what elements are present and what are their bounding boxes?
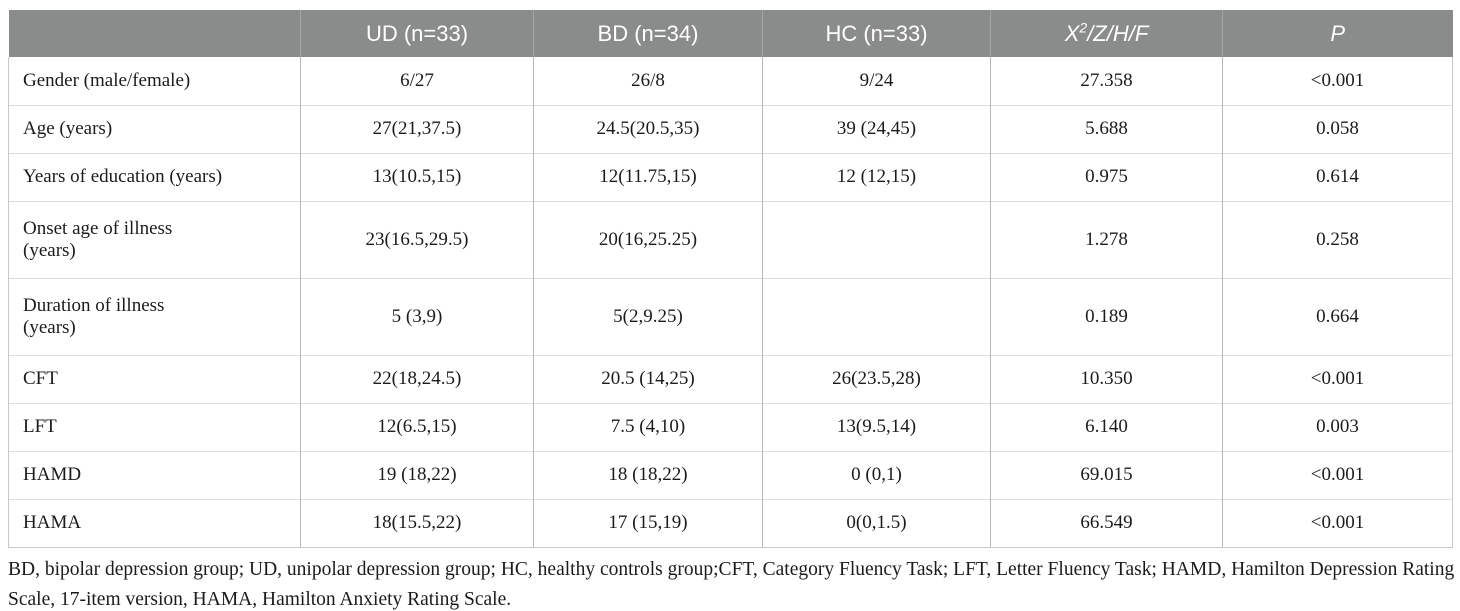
demographics-table: UD (n=33) BD (n=34) HC (n=33) X2/Z/H/F P… — [8, 10, 1453, 548]
stat-base: X — [1064, 20, 1080, 46]
row-label: CFT — [8, 354, 301, 403]
cell-p: 0.614 — [1222, 152, 1453, 201]
cell-p: 0.664 — [1222, 277, 1453, 355]
cell-hc: 12 (12,15) — [762, 152, 991, 201]
row-label: Age (years) — [8, 104, 301, 153]
cell-ud: 23(16.5,29.5) — [300, 200, 534, 278]
cell-statistic: 0.975 — [990, 152, 1223, 201]
table-row-hamd: HAMD 19 (18,22) 18 (18,22) 0 (0,1) 69.01… — [8, 450, 1453, 499]
cell-hc: 13(9.5,14) — [762, 402, 991, 451]
cell-statistic: 6.140 — [990, 402, 1223, 451]
table-row-onset-age: Onset age of illness (years) 23(16.5,29.… — [8, 200, 1453, 278]
stat-rest: /Z/H/F — [1087, 20, 1149, 46]
cell-statistic: 66.549 — [990, 498, 1223, 548]
row-label: Onset age of illness (years) — [8, 200, 301, 278]
cell-bd: 26/8 — [533, 57, 763, 105]
table-row-cft: CFT 22(18,24.5) 20.5 (14,25) 26(23.5,28)… — [8, 354, 1453, 403]
cell-bd: 18 (18,22) — [533, 450, 763, 499]
table-row-education: Years of education (years) 13(10.5,15) 1… — [8, 152, 1453, 201]
row-label: Years of education (years) — [8, 152, 301, 201]
cell-hc: 39 (24,45) — [762, 104, 991, 153]
cell-ud: 5 (3,9) — [300, 277, 534, 355]
column-header-blank — [8, 10, 301, 57]
table-header-row: UD (n=33) BD (n=34) HC (n=33) X2/Z/H/F P — [8, 10, 1453, 57]
cell-statistic: 5.688 — [990, 104, 1223, 153]
table-row-hama: HAMA 18(15.5,22) 17 (15,19) 0(0,1.5) 66.… — [8, 498, 1453, 548]
cell-p: <0.001 — [1222, 354, 1453, 403]
cell-bd: 7.5 (4,10) — [533, 402, 763, 451]
cell-hc: 26(23.5,28) — [762, 354, 991, 403]
column-header-hc: HC (n=33) — [762, 10, 991, 57]
cell-statistic: 1.278 — [990, 200, 1223, 278]
cell-bd: 5(2,9.25) — [533, 277, 763, 355]
cell-ud: 22(18,24.5) — [300, 354, 534, 403]
row-label: LFT — [8, 402, 301, 451]
column-header-ud: UD (n=33) — [300, 10, 534, 57]
cell-hc: 0 (0,1) — [762, 450, 991, 499]
cell-ud: 13(10.5,15) — [300, 152, 534, 201]
cell-p: <0.001 — [1222, 450, 1453, 499]
cell-ud: 19 (18,22) — [300, 450, 534, 499]
cell-hc: 0(0,1.5) — [762, 498, 991, 548]
cell-p: 0.058 — [1222, 104, 1453, 153]
cell-hc — [762, 277, 991, 355]
cell-statistic: 0.189 — [990, 277, 1223, 355]
cell-statistic: 10.350 — [990, 354, 1223, 403]
cell-bd: 20.5 (14,25) — [533, 354, 763, 403]
cell-p: 0.003 — [1222, 402, 1453, 451]
table-row-duration: Duration of illness (years) 5 (3,9) 5(2,… — [8, 277, 1453, 355]
cell-hc: 9/24 — [762, 57, 991, 105]
cell-p: <0.001 — [1222, 57, 1453, 105]
table-row-age: Age (years) 27(21,37.5) 24.5(20.5,35) 39… — [8, 104, 1453, 153]
cell-bd: 24.5(20.5,35) — [533, 104, 763, 153]
row-label: Duration of illness (years) — [8, 277, 301, 355]
cell-p: <0.001 — [1222, 498, 1453, 548]
table-footnote: BD, bipolar depression group; UD, unipol… — [8, 558, 1455, 610]
column-header-p: P — [1222, 10, 1453, 57]
table-row-gender: Gender (male/female) 6/27 26/8 9/24 27.3… — [8, 57, 1453, 105]
row-label: Gender (male/female) — [8, 57, 301, 105]
cell-ud: 18(15.5,22) — [300, 498, 534, 548]
stat-superscript: 2 — [1079, 19, 1088, 36]
cell-ud: 12(6.5,15) — [300, 402, 534, 451]
column-header-bd: BD (n=34) — [533, 10, 763, 57]
cell-ud: 6/27 — [300, 57, 534, 105]
cell-ud: 27(21,37.5) — [300, 104, 534, 153]
cell-statistic: 69.015 — [990, 450, 1223, 499]
table-row-lft: LFT 12(6.5,15) 7.5 (4,10) 13(9.5,14) 6.1… — [8, 402, 1453, 451]
cell-hc — [762, 200, 991, 278]
cell-p: 0.258 — [1222, 200, 1453, 278]
cell-statistic: 27.358 — [990, 57, 1223, 105]
cell-bd: 20(16,25.25) — [533, 200, 763, 278]
cell-bd: 12(11.75,15) — [533, 152, 763, 201]
column-header-statistic: X2/Z/H/F — [990, 10, 1223, 57]
cell-bd: 17 (15,19) — [533, 498, 763, 548]
row-label: HAMA — [8, 498, 301, 548]
row-label: HAMD — [8, 450, 301, 499]
